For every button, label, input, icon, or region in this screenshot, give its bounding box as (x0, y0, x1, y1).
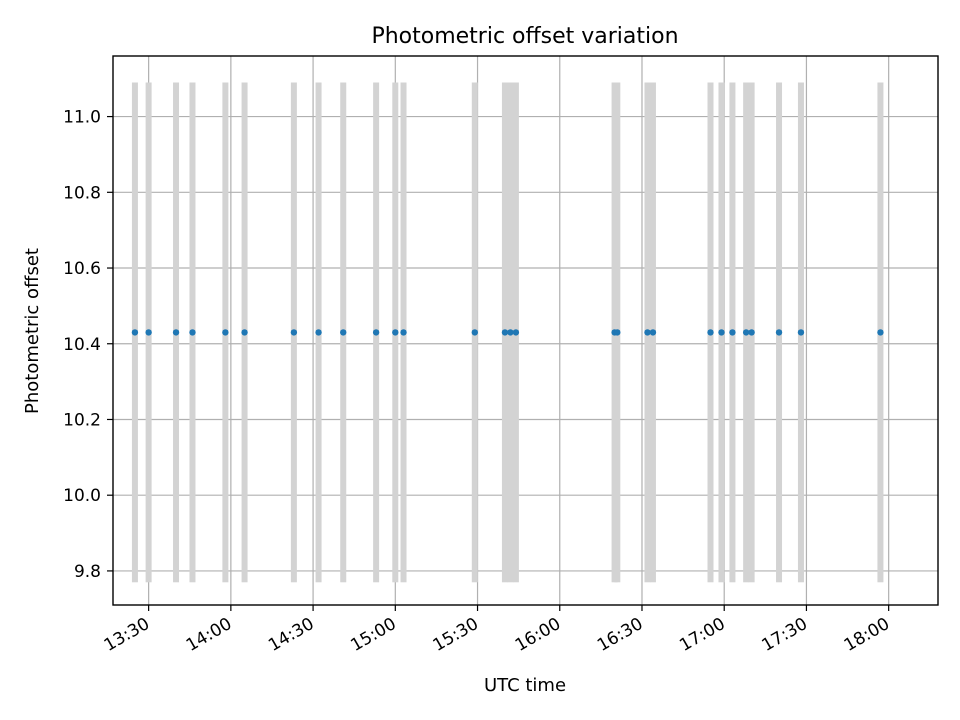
data-point (145, 329, 152, 336)
y-tick-label: 10.6 (63, 259, 101, 279)
data-point (748, 329, 755, 336)
data-point (775, 329, 783, 336)
data-point (614, 329, 621, 336)
data-point (707, 329, 714, 336)
data-point (644, 329, 651, 336)
data-point (797, 329, 805, 336)
data-point (471, 329, 478, 336)
y-tick-label: 10.4 (63, 335, 101, 355)
chart-title: Photometric offset variation (371, 24, 678, 49)
y-tick-label: 10.2 (63, 410, 101, 430)
y-tick-label: 11.0 (63, 108, 101, 128)
data-point (392, 329, 399, 336)
data-point (131, 329, 139, 336)
data-point (241, 329, 248, 336)
data-point (222, 329, 229, 336)
data-point (512, 329, 520, 336)
data-point (742, 329, 750, 336)
data-point (400, 329, 407, 336)
y-axis-label: Photometric offset (22, 248, 43, 414)
y-tick-label: 10.0 (63, 486, 101, 506)
plot-frame (112, 55, 939, 606)
data-point (315, 329, 322, 336)
y-tick-label: 9.8 (74, 562, 101, 582)
data-point (290, 329, 298, 336)
data-point (372, 329, 380, 336)
data-point (507, 329, 514, 336)
data-point (718, 329, 725, 336)
data-points-layer (131, 329, 884, 336)
data-point (649, 329, 657, 336)
data-point (877, 329, 884, 336)
data-point (501, 329, 509, 336)
data-point (729, 329, 736, 336)
x-axis-label: UTC time (484, 675, 566, 696)
data-point (172, 329, 180, 336)
data-point (189, 329, 196, 336)
data-point (340, 329, 347, 336)
y-tick-label: 10.8 (63, 183, 101, 203)
